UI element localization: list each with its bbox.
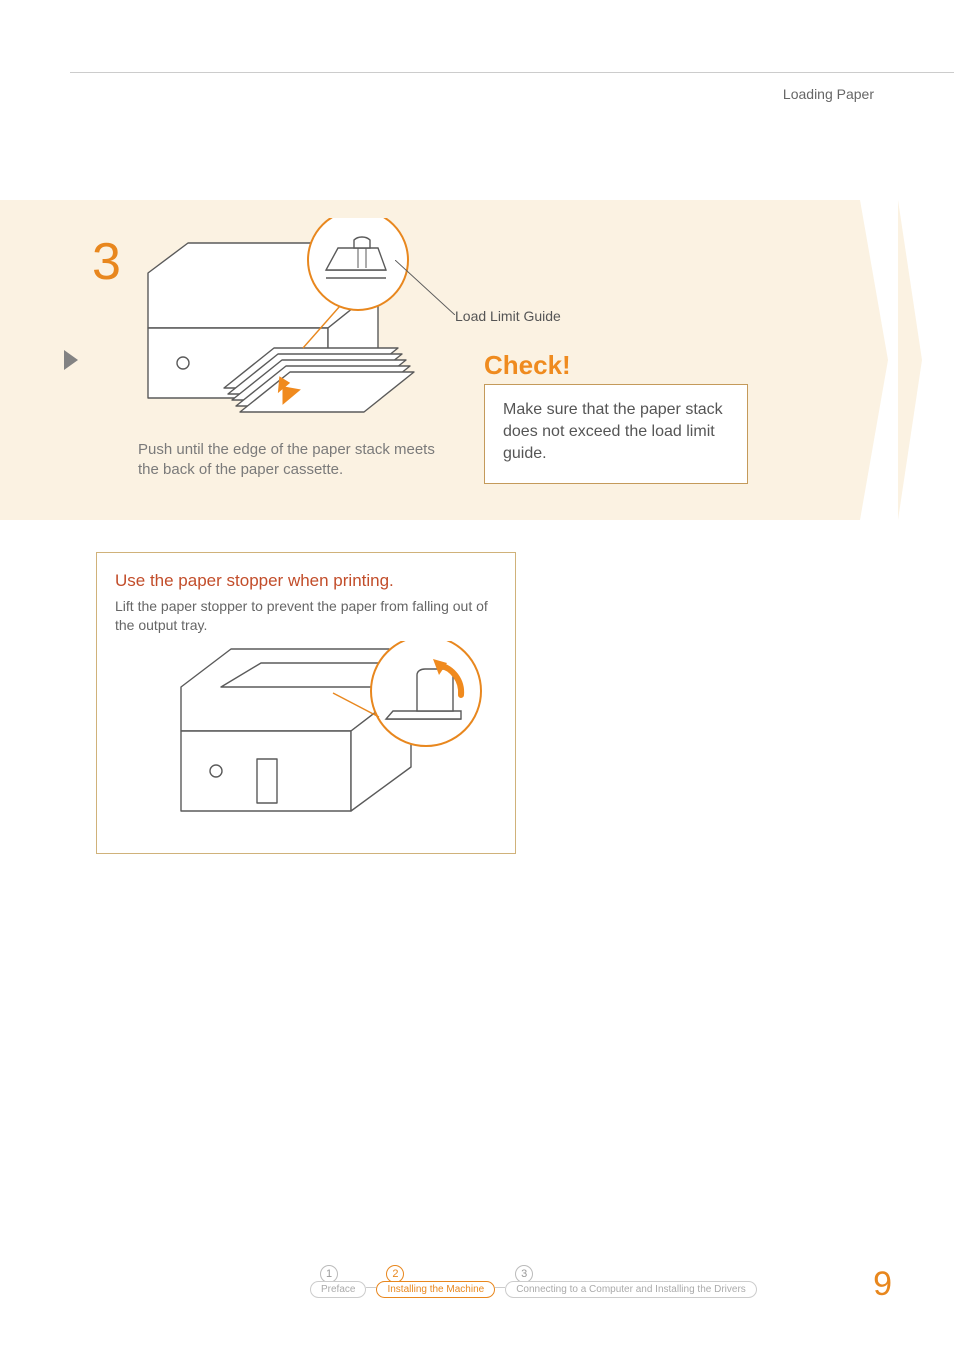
- step-caption: Push until the edge of the paper stack m…: [138, 440, 438, 481]
- printer-load-illustration: [128, 218, 438, 436]
- band-chevron: [898, 200, 922, 520]
- section-header: Loading Paper: [783, 86, 874, 102]
- top-rule: [70, 72, 954, 73]
- nav-step-3[interactable]: 3 Connecting to a Computer and Installin…: [505, 1265, 757, 1298]
- nav-step-label: Connecting to a Computer and Installing …: [505, 1281, 757, 1298]
- load-limit-label: Load Limit Guide: [455, 308, 561, 324]
- nav-step-label: Installing the Machine: [376, 1281, 495, 1298]
- tip-body: Lift the paper stopper to prevent the pa…: [115, 597, 497, 635]
- paper-stopper-tip-box: Use the paper stopper when printing. Lif…: [96, 552, 516, 854]
- footer-progress-nav: 1 Preface 2 Installing the Machine 3 Con…: [310, 1265, 757, 1298]
- step-number: 3: [92, 232, 121, 292]
- nav-connector: [495, 1287, 505, 1288]
- check-body: Make sure that the paper stack does not …: [503, 399, 729, 465]
- nav-step-2[interactable]: 2 Installing the Machine: [376, 1265, 495, 1298]
- check-heading: Check!: [484, 350, 571, 381]
- paper-stopper-illustration: [161, 641, 501, 841]
- nav-connector: [366, 1287, 376, 1288]
- nav-step-1[interactable]: 1 Preface: [310, 1265, 366, 1298]
- prev-arrow-icon: [64, 350, 78, 370]
- page-number: 9: [873, 1265, 892, 1304]
- tip-title: Use the paper stopper when printing.: [115, 571, 497, 591]
- check-box: Make sure that the paper stack does not …: [484, 384, 748, 484]
- band-chevron: [860, 200, 888, 520]
- nav-step-label: Preface: [310, 1281, 366, 1298]
